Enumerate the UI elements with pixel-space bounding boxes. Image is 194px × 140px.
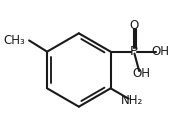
Text: OH: OH xyxy=(151,45,169,58)
Text: P: P xyxy=(130,45,138,58)
Text: CH₃: CH₃ xyxy=(3,34,25,47)
Text: OH: OH xyxy=(132,67,150,80)
Text: NH₂: NH₂ xyxy=(121,94,144,107)
Text: O: O xyxy=(129,18,139,32)
